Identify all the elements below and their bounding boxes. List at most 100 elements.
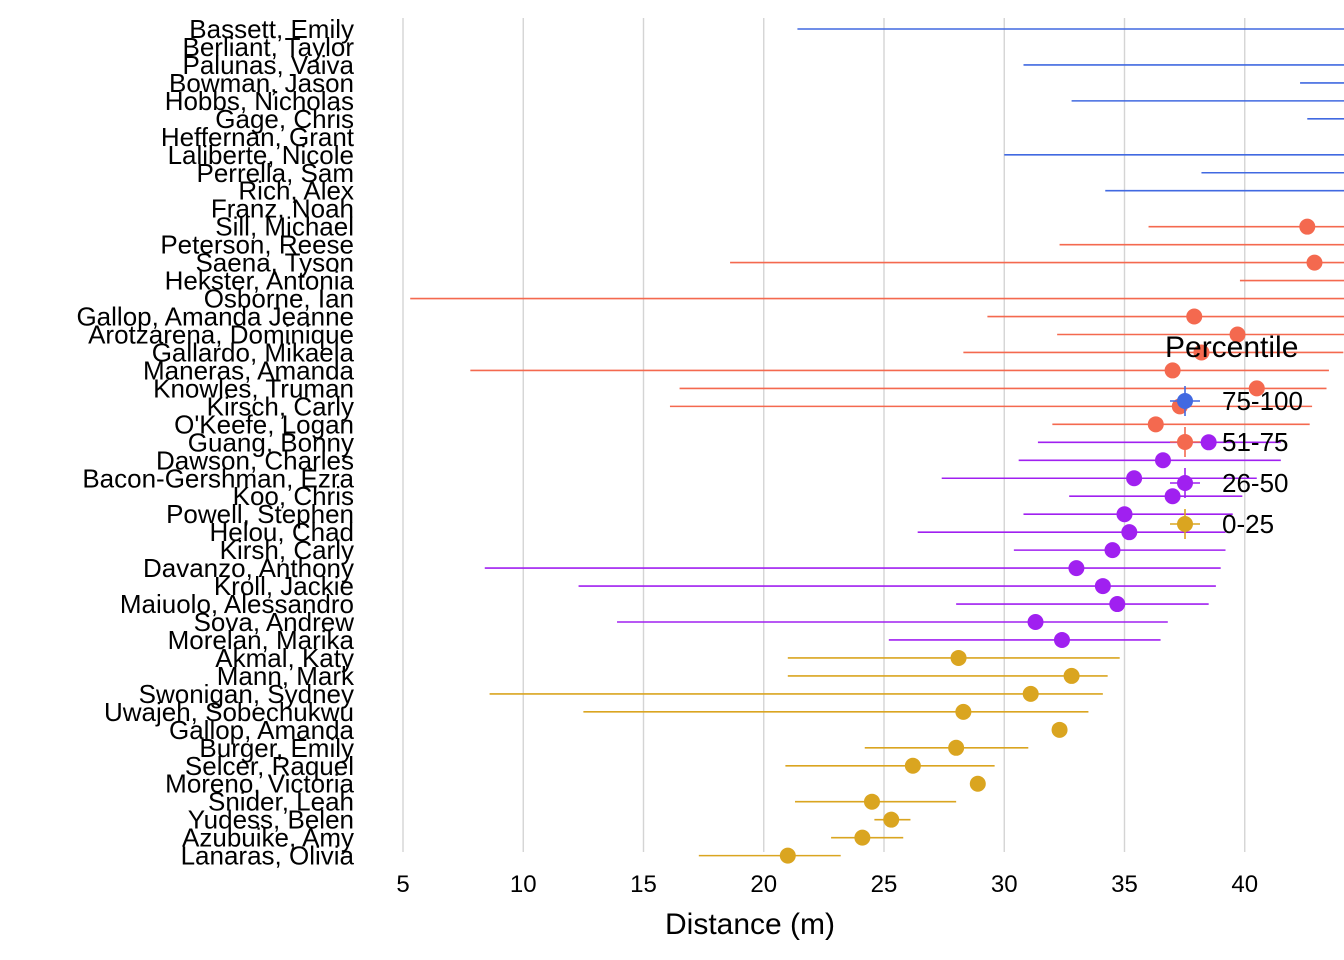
data-point	[1306, 254, 1323, 271]
y-axis-label: Hekster, Antonia	[165, 266, 355, 296]
y-axis-label: Guang, Bonny	[188, 427, 354, 457]
legend-item: 26-50	[1170, 468, 1289, 498]
legend-key-point	[1177, 393, 1193, 409]
data-point	[779, 847, 796, 864]
y-axis-label: Sova, Andrew	[194, 607, 355, 637]
y-axis-label: Palunas, Vaiva	[182, 50, 354, 80]
y-axis-label: Hobbs, Nicholas	[165, 86, 354, 116]
y-axis-label: Laliberte, Nicole	[168, 140, 354, 170]
y-axis-label: Selcer, Raquel	[185, 751, 354, 781]
data-point	[950, 649, 967, 666]
y-axis-label: Kirsh, Carly	[220, 535, 354, 565]
y-axis-label: Koo, Chris	[233, 481, 354, 511]
y-axis-label: Powell, Stephen	[166, 499, 354, 529]
x-axis-tick-labels: 5101520253035404550556065	[396, 871, 1258, 898]
y-axis-label: Burger, Emily	[199, 733, 354, 763]
y-axis-label: Franz, Noah	[211, 194, 354, 224]
x-tick-label: 5	[396, 871, 409, 898]
legend-key-point	[1177, 434, 1193, 450]
y-axis-label: Perrella, Sam	[197, 158, 355, 188]
data-point	[1051, 721, 1068, 738]
legend-label: 51-75	[1222, 427, 1289, 457]
y-axis-label: Helou, Chad	[209, 517, 354, 547]
x-tick-label: 30	[991, 871, 1018, 898]
data-point	[1094, 578, 1111, 595]
y-axis-label: Gallardo, Mikaela	[152, 337, 355, 367]
data-point	[948, 739, 965, 756]
x-tick-label: 25	[871, 871, 898, 898]
data-point	[1104, 542, 1121, 559]
x-tick-label: 10	[510, 871, 537, 898]
y-axis-label: Knowles, Truman	[153, 373, 354, 403]
data-point	[1027, 614, 1044, 631]
y-axis-label: Dawson, Charles	[156, 445, 354, 475]
y-axis-label: Bowman, Jason	[169, 68, 354, 98]
data-point	[1164, 362, 1181, 379]
legend-key-point	[1177, 516, 1193, 532]
y-axis-label: Mann, Mark	[217, 661, 355, 691]
y-axis-label: Bacon-Gershman, Ezra	[82, 463, 354, 493]
data-point	[1248, 380, 1265, 397]
data-point	[883, 811, 900, 828]
y-axis-label: Akmal, Katy	[215, 643, 354, 673]
x-axis-title: Distance (m)	[665, 908, 835, 941]
y-axis-label: Azubuike, Amy	[182, 823, 354, 853]
data-point	[1229, 326, 1246, 343]
data-point	[1068, 560, 1085, 577]
y-axis-label: Kroll, Jackie	[214, 571, 354, 601]
y-axis-label: Moreno, Victoria	[165, 769, 354, 799]
x-tick-label: 20	[750, 871, 777, 898]
data-point	[863, 793, 880, 810]
y-axis-label: Osborne, Ian	[204, 284, 354, 314]
data-point	[1109, 596, 1126, 613]
y-axis-label: Heffernan, Grant	[161, 122, 355, 152]
data-point	[904, 757, 921, 774]
data-point	[1154, 452, 1171, 469]
data-point	[1193, 344, 1210, 361]
x-tick-label: 40	[1231, 871, 1258, 898]
legend-key-point	[1177, 475, 1193, 491]
y-axis-label: Maiuolo, Alessandro	[120, 589, 354, 619]
x-tick-label: 35	[1111, 871, 1138, 898]
y-axis-label: Gallop, Amanda Jeanne	[76, 302, 354, 332]
legend-item: 0-25	[1170, 509, 1274, 539]
y-axis-label: Davanzo, Anthony	[143, 553, 354, 583]
y-axis-label: Kirsch, Carly	[207, 391, 354, 421]
data-point	[1116, 506, 1133, 523]
legend-label: 75-100	[1222, 386, 1303, 416]
y-axis-label: Morelan, Marika	[168, 625, 355, 655]
legend-item: 51-75	[1170, 427, 1289, 457]
y-axis-label: Rich, Alex	[238, 176, 354, 206]
y-axis-label: Swonigan, Sydney	[139, 679, 354, 709]
data-point	[1121, 524, 1138, 541]
y-axis-label: Gallop, Amanda	[169, 715, 355, 745]
data-point	[1022, 685, 1039, 702]
data-point	[854, 829, 871, 846]
data-point	[1164, 488, 1181, 505]
legend-item: 75-100	[1170, 386, 1303, 416]
data-point	[1126, 470, 1143, 487]
legend-title: Percentile	[1165, 331, 1298, 364]
data-point	[1186, 308, 1203, 325]
legend-label: 26-50	[1222, 468, 1289, 498]
data-point	[969, 775, 986, 792]
data-point	[1147, 416, 1164, 433]
y-axis-label: Snider, Leah	[208, 787, 354, 817]
y-axis-label: O'Keefe, Logan	[174, 409, 354, 439]
data-point	[1053, 631, 1070, 648]
x-tick-label: 15	[630, 871, 657, 898]
y-axis-label: Arotzarena, Dominique	[88, 319, 354, 349]
y-axis-label: Berliant, Taylor	[183, 32, 355, 62]
y-axis-label: Sill, Michael	[215, 212, 354, 242]
y-axis-label: Yudess, Belen	[188, 805, 354, 835]
y-axis-label: Saena, Tyson	[195, 248, 354, 278]
y-axis-label: Maneras, Amanda	[143, 355, 355, 385]
data-point	[1299, 218, 1316, 235]
y-axis-label: Uwajeh, Sobechukwu	[104, 697, 354, 727]
data-point	[1200, 434, 1217, 451]
y-axis-label: Peterson, Reese	[160, 230, 354, 260]
gridlines	[402, 18, 1246, 852]
y-axis-label: Gage, Chris	[215, 104, 354, 134]
